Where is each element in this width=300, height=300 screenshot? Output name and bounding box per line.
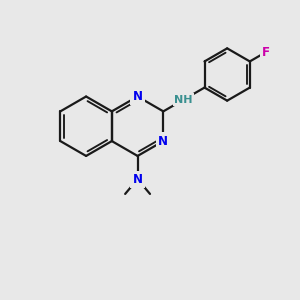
Text: NH: NH [174, 95, 193, 105]
Text: F: F [262, 46, 270, 59]
Text: N: N [133, 90, 142, 103]
Text: N: N [158, 135, 168, 148]
Text: N: N [133, 172, 142, 186]
